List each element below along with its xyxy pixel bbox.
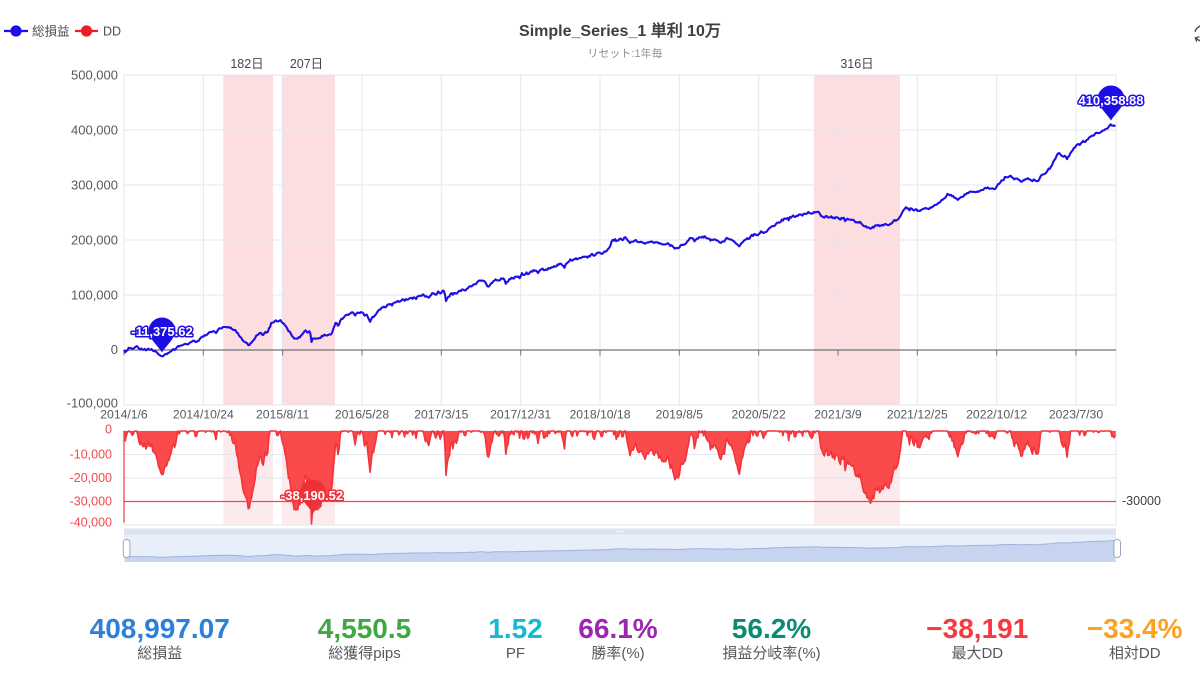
svg-text:-40,000: -40,000: [70, 516, 112, 530]
svg-text:400,000: 400,000: [71, 123, 118, 138]
svg-text:2014/10/24: 2014/10/24: [173, 408, 234, 422]
svg-text:2021/12/25: 2021/12/25: [887, 408, 948, 422]
svg-text:総損益: 総損益: [32, 24, 70, 39]
svg-text:-10,000: -10,000: [70, 447, 112, 461]
svg-text:56.2%: 56.2%: [732, 613, 811, 644]
svg-text:-20,000: -20,000: [70, 471, 112, 485]
svg-text:207日: 207日: [290, 57, 323, 71]
svg-text:−38,191: −38,191: [926, 613, 1028, 644]
svg-text:2017/12/31: 2017/12/31: [490, 408, 551, 422]
svg-text:勝率(%): 勝率(%): [591, 645, 644, 662]
svg-text:PF: PF: [506, 645, 525, 662]
svg-text:500,000: 500,000: [71, 68, 118, 83]
svg-text:2014/1/6: 2014/1/6: [100, 408, 148, 422]
svg-text:1.52: 1.52: [488, 613, 543, 644]
svg-text:最大DD: 最大DD: [951, 645, 1003, 662]
svg-text:損益分岐率(%): 損益分岐率(%): [722, 645, 820, 662]
svg-text:316日: 316日: [840, 57, 873, 71]
svg-text:2020/5/22: 2020/5/22: [732, 408, 786, 422]
svg-text:2021/3/9: 2021/3/9: [814, 408, 862, 422]
svg-text:Simple_Series_1 単利 10万: Simple_Series_1 単利 10万: [519, 21, 721, 40]
svg-text:2019/8/5: 2019/8/5: [656, 408, 704, 422]
svg-text:2018/10/18: 2018/10/18: [569, 408, 630, 422]
svg-text:-11,375.62: -11,375.62: [131, 324, 192, 339]
svg-text:DD: DD: [103, 25, 121, 39]
svg-text:300,000: 300,000: [71, 178, 118, 193]
svg-text:-30,000: -30,000: [70, 494, 112, 508]
svg-text:総損益: 総損益: [137, 645, 182, 662]
svg-text:2017/3/15: 2017/3/15: [414, 408, 468, 422]
svg-text:0: 0: [105, 423, 112, 437]
svg-text:182日: 182日: [230, 57, 263, 71]
svg-text:200,000: 200,000: [71, 233, 118, 248]
svg-text:-30000: -30000: [1122, 494, 1161, 508]
svg-text:100,000: 100,000: [71, 288, 118, 303]
svg-text:-100,000: -100,000: [67, 396, 118, 411]
svg-text:2015/8/11: 2015/8/11: [256, 408, 310, 422]
svg-text:2022/10/12: 2022/10/12: [966, 408, 1027, 422]
svg-text:総獲得pips: 総獲得pips: [328, 645, 401, 662]
svg-text:410,358.88: 410,358.88: [1078, 93, 1143, 108]
svg-text:リセット:1年毎: リセット:1年毎: [587, 46, 662, 60]
svg-text:0: 0: [111, 342, 118, 357]
svg-text:2016/5/28: 2016/5/28: [335, 408, 389, 422]
svg-text:−33.4%: −33.4%: [1087, 613, 1183, 644]
svg-text:相対DD: 相対DD: [1109, 645, 1161, 662]
svg-text:408,997.07: 408,997.07: [90, 613, 230, 644]
svg-text:66.1%: 66.1%: [578, 613, 657, 644]
svg-text:4,550.5: 4,550.5: [318, 613, 411, 644]
svg-text:2023/7/30: 2023/7/30: [1049, 408, 1103, 422]
svg-text:-38,190.52: -38,190.52: [281, 488, 343, 503]
